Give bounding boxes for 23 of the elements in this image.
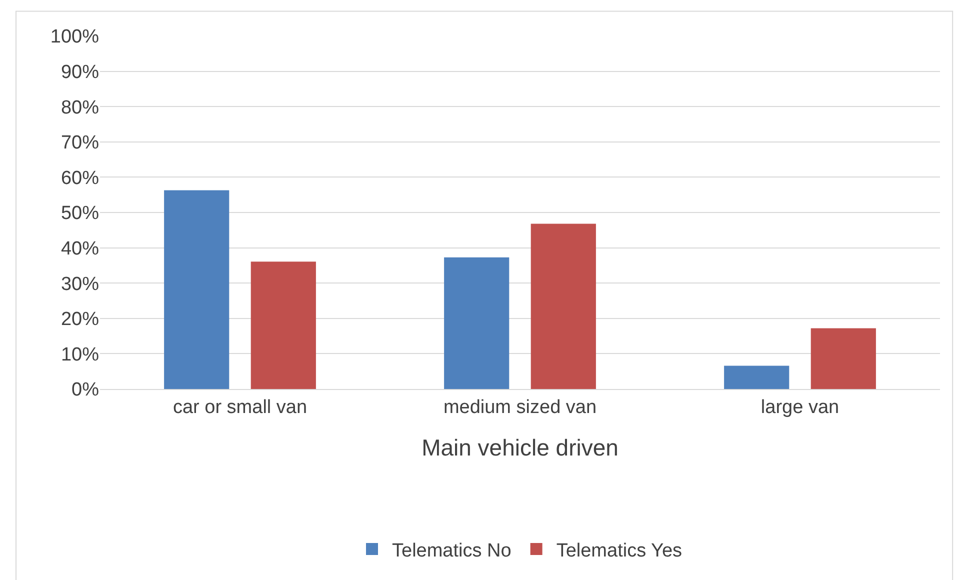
y-tick-label: 0%: [72, 380, 100, 401]
bar: [810, 328, 876, 389]
y-tick-label: 50%: [60, 203, 100, 224]
x-axis-title: Main vehicle driven: [422, 434, 618, 460]
y-tick-label: 30%: [60, 274, 100, 295]
bar: [444, 257, 510, 389]
y-tick-label: 90%: [60, 62, 100, 83]
y-tick-label: 80%: [60, 97, 100, 118]
y-tick-label: 10%: [60, 344, 100, 366]
y-tick-label: 60%: [60, 168, 100, 189]
x-tick-label: medium sized van: [443, 396, 597, 418]
x-tick-label: large van: [760, 396, 840, 418]
legend-label: Telematics Yes: [556, 540, 682, 562]
y-tick-label: 100%: [50, 26, 100, 48]
legend-label: Telematics No: [392, 540, 512, 562]
x-tick-label: car or small van: [172, 396, 308, 418]
y-tick-label: 20%: [60, 309, 100, 330]
bar: [724, 366, 790, 389]
y-tick-label: 40%: [60, 238, 100, 260]
bar: [530, 224, 596, 389]
bar: [164, 190, 230, 389]
bar: [250, 262, 316, 389]
y-tick-label: 70%: [60, 132, 100, 154]
